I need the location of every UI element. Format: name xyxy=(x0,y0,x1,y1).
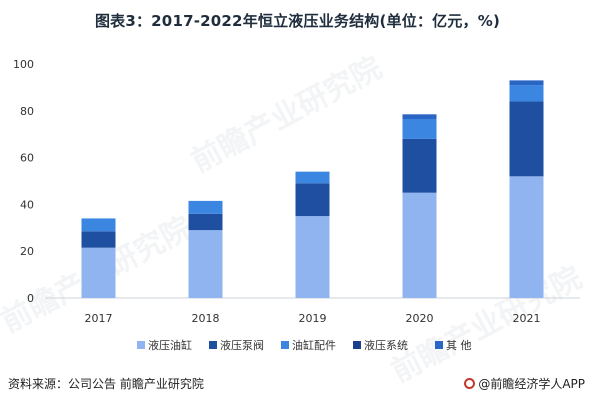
legend-label: 其 他 xyxy=(446,339,472,352)
bar-segment xyxy=(81,218,116,232)
legend-swatch xyxy=(209,341,217,349)
bar-segment xyxy=(402,138,437,193)
bar-segment xyxy=(509,85,544,102)
brand-credit: @前瞻经济学人APP xyxy=(464,375,585,392)
legend-label: 液压泵阀 xyxy=(220,338,264,352)
y-tick-label: 20 xyxy=(20,245,34,258)
bar-segment xyxy=(295,171,330,184)
x-tick-label: 2017 xyxy=(85,312,113,325)
source-note: 资料来源：公司公告 前瞻产业研究院 xyxy=(8,377,204,391)
y-tick-label: 40 xyxy=(20,198,34,211)
x-tick-label: 2019 xyxy=(299,312,327,325)
bar-segment xyxy=(81,247,116,298)
chart-title: 图表3：2017-2022年恒立液压业务结构(单位：亿元，%) xyxy=(94,12,501,30)
legend-label: 油缸配件 xyxy=(292,338,336,352)
bar-segment xyxy=(509,176,544,298)
y-tick-label: 60 xyxy=(20,152,34,165)
bar-segment xyxy=(188,200,223,214)
x-tick-label: 2018 xyxy=(192,312,220,325)
legend-swatch xyxy=(435,341,443,349)
bar-segment xyxy=(188,230,223,298)
legend-label: 液压系统 xyxy=(364,338,408,352)
x-tick-label: 2021 xyxy=(513,312,541,325)
legend-swatch xyxy=(137,341,145,349)
y-tick-label: 0 xyxy=(27,292,34,305)
y-tick-label: 100 xyxy=(13,58,34,71)
x-tick-label: 2020 xyxy=(406,312,434,325)
legend-label: 液压油缸 xyxy=(148,338,192,352)
y-tick-label: 80 xyxy=(20,105,34,118)
bar-segment xyxy=(509,80,544,86)
bar-segment xyxy=(188,213,223,231)
bar-segment xyxy=(295,216,330,298)
bar-segment xyxy=(81,231,116,248)
legend-swatch xyxy=(281,341,289,349)
bar-segment xyxy=(402,118,437,139)
brand-logo-icon xyxy=(464,378,476,389)
bar-segment xyxy=(402,192,437,298)
brand-text: @前瞻经济学人APP xyxy=(478,377,585,391)
bar-segment xyxy=(402,114,437,119)
legend-swatch xyxy=(353,341,361,349)
bar-segment xyxy=(295,183,330,217)
bar-segment xyxy=(509,101,544,177)
